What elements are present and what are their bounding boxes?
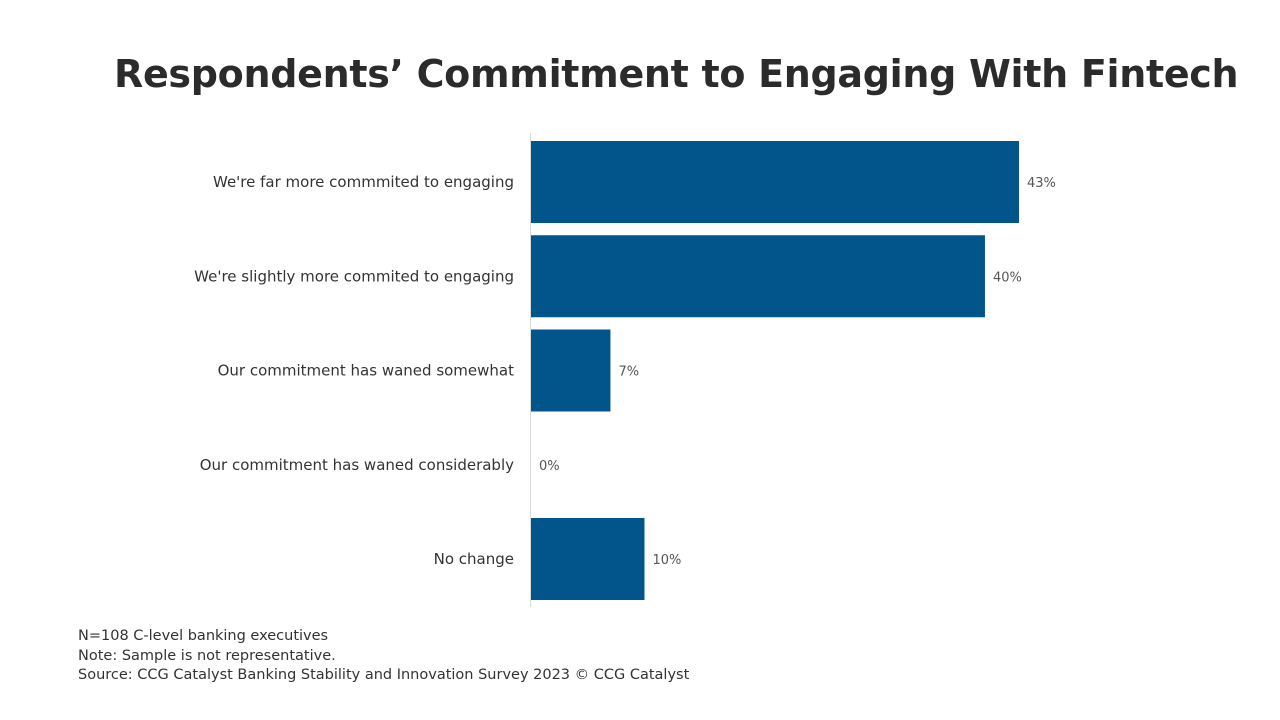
- bar-4: [531, 518, 645, 600]
- value-label-1: 40%: [993, 270, 1022, 285]
- source-note: Source: CCG Catalyst Banking Stability a…: [78, 667, 690, 683]
- bar-1: [531, 235, 985, 318]
- category-label-1: We're slightly more commited to engaging: [194, 267, 514, 285]
- value-label-0: 43%: [1027, 176, 1056, 191]
- representation-note: Note: Sample is not representative.: [78, 647, 336, 664]
- value-label-3: 0%: [539, 459, 560, 474]
- bars-group: We're far more commmited to engaging 43% W…: [194, 141, 1056, 600]
- bar-0: [531, 141, 1019, 223]
- value-label-2: 7%: [618, 365, 639, 380]
- chart-title: Respondents’ Commitment to Engaging With…: [114, 52, 1239, 96]
- sample-note: N=108 C-level banking executives: [78, 628, 329, 644]
- category-label-3: Our commitment has waned considerably: [200, 456, 514, 474]
- value-label-4: 10%: [652, 553, 681, 568]
- bar-chart: We're far more commmited to engaging 43% W…: [194, 133, 1056, 607]
- footnotes: N=108 C-level banking executives Note: S…: [78, 627, 689, 686]
- category-label-4: No change: [434, 550, 514, 568]
- category-label-2: Our commitment has waned somewhat: [218, 362, 515, 380]
- bar-2: [531, 329, 611, 412]
- category-label-0: We're far more commmited to engaging: [213, 173, 514, 191]
